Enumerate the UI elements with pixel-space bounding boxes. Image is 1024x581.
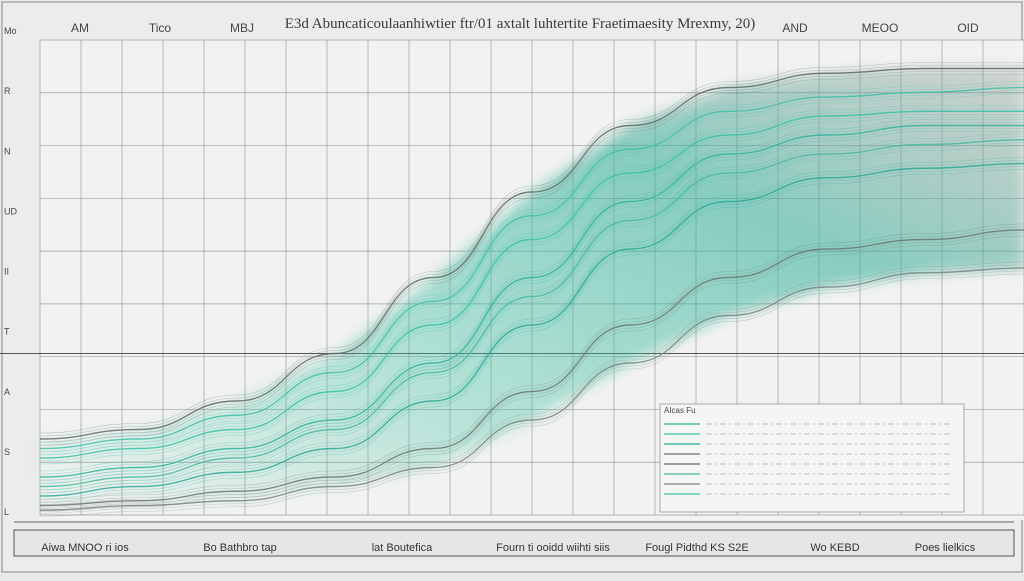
legend-title: AIcas Fu xyxy=(664,406,696,415)
y-tick-labels: Mo R N UD II T A S L xyxy=(4,26,17,517)
series-lines xyxy=(39,62,1024,517)
series-6-strand xyxy=(39,264,1024,508)
bottom-tick-labels: Aiwa MNOO ri ios Bo Bathbro tap lat Boutef… xyxy=(41,542,975,554)
series-3-strand xyxy=(39,226,1024,503)
series-3-strand xyxy=(39,235,1024,512)
series-6-strand xyxy=(39,270,1024,514)
bottom-tick-label: Aiwa MNOO ri ios xyxy=(41,542,129,554)
bottom-tick-label: Bo Bathbro tap xyxy=(203,542,276,554)
series-7-line xyxy=(39,86,1024,450)
series-6-strand xyxy=(39,261,1024,505)
series-1-line xyxy=(39,110,1024,459)
top-tick-label: MEOO xyxy=(862,21,899,35)
top-tick-label: AND xyxy=(782,21,808,35)
series-1-strand xyxy=(39,107,1024,456)
series-5-line xyxy=(39,139,1024,488)
legend: AIcas Fu xyxy=(659,403,965,513)
chart-title: E3d Abuncaticoulaanhiwtier ftr/01 axtalt… xyxy=(285,16,756,32)
bottom-tick-label: Fougl Pidthd KS S2E xyxy=(645,542,748,554)
series-7-strand xyxy=(39,81,1024,443)
series-6-strand xyxy=(39,273,1024,517)
series-2-strand xyxy=(39,160,1024,494)
series-7-strand xyxy=(39,93,1024,455)
series-4-strand xyxy=(39,62,1024,434)
series-6-line xyxy=(39,267,1024,511)
y-tick-label: UD xyxy=(4,206,17,216)
series-1-strand xyxy=(39,113,1024,462)
top-tick-label: OID xyxy=(957,21,979,35)
series-0-strand xyxy=(39,122,1024,475)
y-tick-label: II xyxy=(4,267,9,277)
y-tick-label: S xyxy=(4,447,10,457)
bottom-tick-label: lat Boutefica xyxy=(372,542,433,554)
y-tick-label: L xyxy=(4,507,9,517)
series-2-strand xyxy=(39,166,1024,500)
series-4-strand xyxy=(39,74,1024,446)
top-tick-label: MBJ xyxy=(230,21,254,35)
series-4-line xyxy=(39,67,1024,440)
y-tick-label: A xyxy=(4,387,10,397)
series-4-strand xyxy=(39,65,1024,437)
series-7-strand xyxy=(39,84,1024,446)
series-3-strand xyxy=(39,232,1024,509)
y-tick-label: Mo xyxy=(4,26,17,36)
legend-box xyxy=(659,403,965,513)
y-tick-label: R xyxy=(4,86,11,96)
series-band xyxy=(40,68,1024,511)
series-0-line xyxy=(39,124,1024,478)
series-4-strand xyxy=(39,71,1024,443)
bottom-tick-label: Poes lielkics xyxy=(915,542,976,554)
series-2-strand xyxy=(39,157,1024,491)
series-5-strand xyxy=(39,133,1024,481)
series-5-strand xyxy=(39,136,1024,484)
series-0-strand xyxy=(39,131,1024,484)
top-tick-labels: AM Tico MBJ AND MEOO OID xyxy=(71,21,979,35)
bottom-tick-label: Fourn ti ooidd wiihti siis xyxy=(496,542,610,554)
legend-rows xyxy=(664,423,950,495)
series-5-strand xyxy=(39,145,1024,493)
series-wash xyxy=(40,68,1024,511)
series-1-strand xyxy=(39,104,1024,453)
series-0-strand xyxy=(39,128,1024,481)
y-tick-label: T xyxy=(4,327,10,337)
series-2-strand xyxy=(39,169,1024,503)
series-2-line xyxy=(39,162,1024,497)
series-0-strand xyxy=(39,119,1024,472)
bottom-tick-label: Wo KEBD xyxy=(810,542,859,554)
series-3-strand xyxy=(39,223,1024,500)
bottom-strip xyxy=(13,529,1015,557)
series-1-strand xyxy=(39,116,1024,465)
series-5-strand xyxy=(39,142,1024,490)
series-7-strand xyxy=(39,90,1024,452)
top-tick-label: Tico xyxy=(149,21,172,35)
series-3-line xyxy=(39,229,1024,507)
y-tick-label: N xyxy=(4,146,11,156)
top-tick-label: AM xyxy=(71,21,89,35)
